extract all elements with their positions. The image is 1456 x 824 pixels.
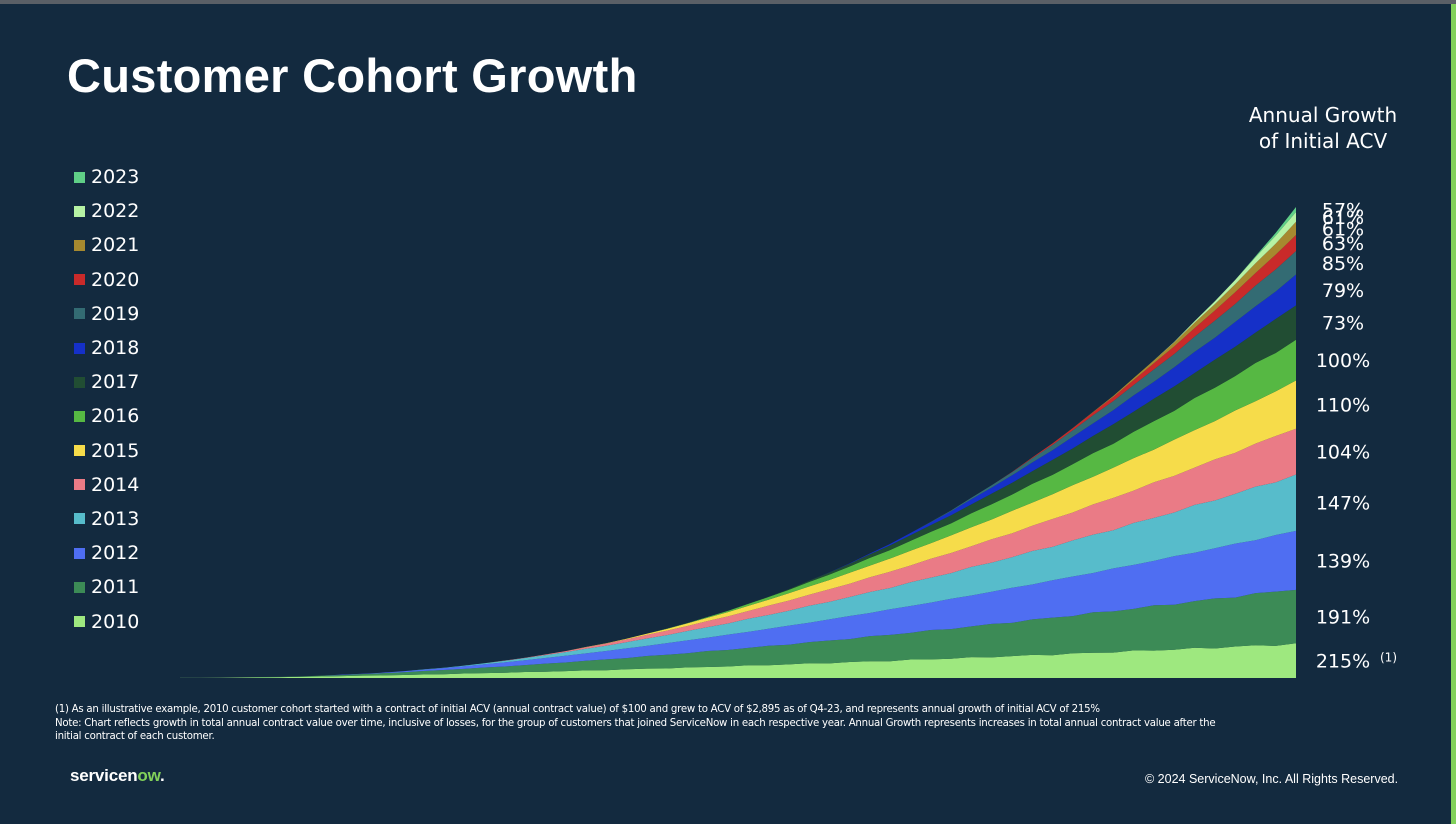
legend-swatch-2016 [74, 410, 85, 422]
footnote-line-1: (1) As an illustrative example, 2010 cus… [55, 704, 1100, 715]
growth-label-2022: 61% [1322, 207, 1364, 229]
legend-label-2023: 2023 [91, 166, 140, 189]
legend-item-2016: 2016 [74, 399, 139, 433]
legend-swatch-2021 [74, 239, 85, 251]
growth-label-2020: 63% [1322, 233, 1364, 255]
legend-label-2018: 2018 [91, 337, 140, 360]
legend-item-2014: 2014 [74, 468, 139, 502]
footnote: (1) As an illustrative example, 2010 cus… [55, 703, 1305, 744]
logo-text-accent: ow [137, 766, 160, 785]
legend-swatch-2011 [74, 581, 85, 593]
legend-item-2017: 2017 [74, 365, 139, 399]
logo-text-main: servicen [70, 766, 138, 785]
window-top-border [0, 0, 1456, 4]
legend-swatch-2017 [74, 376, 85, 388]
legend-item-2015: 2015 [74, 434, 139, 468]
legend-label-2013: 2013 [91, 507, 140, 530]
area-series-2011 [180, 589, 1296, 678]
legend-item-2010: 2010 [74, 604, 139, 638]
legend-item-2012: 2012 [74, 536, 139, 570]
growth-label-2012: 139% [1316, 550, 1370, 572]
legend-swatch-2010 [74, 616, 85, 628]
growth-label-2013: 147% [1316, 493, 1370, 515]
growth-label-2019: 85% [1322, 253, 1364, 275]
legend-label-2021: 2021 [91, 234, 140, 257]
footnote-line-3: initial contract of each customer. [55, 731, 215, 742]
growth-label-2015: 110% [1316, 395, 1370, 417]
legend-swatch-2019 [74, 308, 85, 320]
growth-label-2016: 100% [1316, 350, 1370, 372]
legend-label-2011: 2011 [91, 576, 140, 599]
legend-item-2013: 2013 [74, 502, 139, 536]
servicenow-logo: servicenow. [70, 766, 165, 786]
legend-label-2022: 2022 [91, 200, 140, 223]
legend-label-2015: 2015 [91, 439, 140, 462]
legend-item-2011: 2011 [74, 570, 139, 604]
legend-swatch-2014 [74, 479, 85, 491]
growth-label-2023: 57% [1322, 199, 1364, 221]
legend-label-2014: 2014 [91, 473, 140, 496]
annual-growth-header: Annual Growth of Initial ACV [1238, 102, 1408, 154]
growth-label-2010: 215% [1316, 651, 1370, 673]
logo-text-dot: . [159, 766, 165, 785]
growth-label-2017: 73% [1322, 313, 1364, 335]
annual-growth-header-line1: Annual Growth [1248, 103, 1398, 127]
legend-label-2017: 2017 [91, 371, 140, 394]
legend-item-2020: 2020 [74, 263, 139, 297]
legend-label-2010: 2010 [91, 610, 140, 633]
legend-item-2021: 2021 [74, 228, 139, 262]
legend-swatch-2022 [74, 205, 85, 217]
legend-item-2019: 2019 [74, 297, 139, 331]
footnote-marker: (1) [1380, 651, 1397, 665]
legend-swatch-2015 [74, 445, 85, 457]
legend-swatch-2013 [74, 513, 85, 525]
legend-label-2020: 2020 [91, 268, 140, 291]
legend-item-2022: 2022 [74, 194, 139, 228]
growth-label-2018: 79% [1322, 280, 1364, 302]
legend-item-2018: 2018 [74, 331, 139, 365]
growth-label-2011: 191% [1316, 607, 1370, 629]
copyright-notice: © 2024 ServiceNow, Inc. All Rights Reser… [1145, 772, 1399, 786]
legend-label-2016: 2016 [91, 405, 140, 428]
area-series-2010 [180, 643, 1296, 678]
legend-label-2012: 2012 [91, 542, 140, 565]
area-series-2012 [180, 530, 1296, 678]
legend-item-2023: 2023 [74, 160, 139, 194]
annual-growth-header-line2: of Initial ACV [1258, 129, 1388, 153]
legend-swatch-2023 [74, 171, 85, 183]
footnote-line-2: Note: Chart reflects growth in total ann… [55, 717, 1216, 729]
legend-swatch-2012 [74, 547, 85, 559]
legend-swatch-2018 [74, 342, 85, 354]
growth-label-2021: 61% [1322, 218, 1364, 240]
legend-label-2019: 2019 [91, 302, 140, 325]
growth-label-2014: 104% [1316, 442, 1370, 464]
slide-title: Customer Cohort Growth [67, 49, 638, 102]
chart-legend: 2023 2022 2021 2020 2019 2018 2017 2016 2015 2014… [74, 160, 139, 639]
legend-swatch-2020 [74, 274, 85, 286]
area-series-2013 [180, 474, 1296, 678]
slide-accent-bar [1451, 4, 1456, 824]
